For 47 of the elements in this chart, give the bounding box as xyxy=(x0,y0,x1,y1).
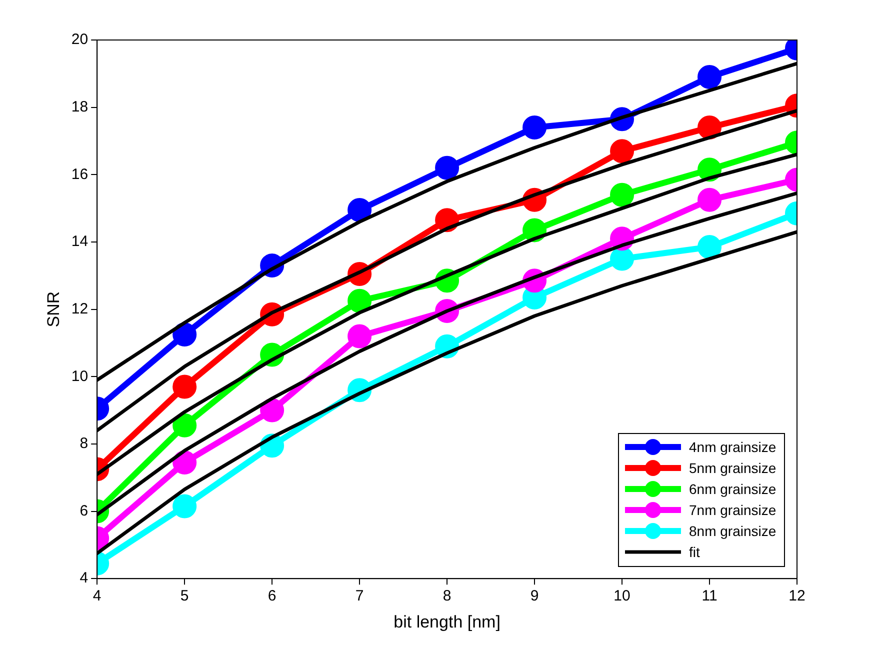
legend-label: 8nm grainsize xyxy=(689,523,776,540)
point xyxy=(260,398,284,422)
point xyxy=(172,322,197,347)
point xyxy=(698,116,722,140)
x-axis-title: bit length [nm] xyxy=(394,612,500,632)
y-tick-label: 14 xyxy=(71,233,88,250)
y-tick-label: 18 xyxy=(71,98,88,116)
x-tick-label: 6 xyxy=(268,588,276,605)
y-tick-label: 4 xyxy=(80,570,88,587)
y-tick-label: 8 xyxy=(80,435,88,452)
point xyxy=(435,156,460,180)
point xyxy=(348,288,372,313)
legend-label: 5nm grainsize xyxy=(689,460,776,476)
point xyxy=(610,246,634,271)
legend-label: 7nm grainsize xyxy=(689,502,776,518)
point xyxy=(610,182,634,207)
point xyxy=(172,374,197,399)
x-tick-label: 11 xyxy=(702,588,718,605)
point xyxy=(348,198,372,222)
point xyxy=(610,139,634,164)
y-axis-title: SNR xyxy=(44,291,63,328)
point xyxy=(172,413,197,438)
point xyxy=(698,158,722,182)
point xyxy=(348,324,372,348)
y-tick-label: 20 xyxy=(71,31,88,48)
x-tick-label: 8 xyxy=(442,588,452,605)
point xyxy=(172,494,197,518)
point xyxy=(172,450,197,474)
legend-label: 6nm grainsize xyxy=(689,481,776,498)
y-tick-label: 16 xyxy=(71,166,88,183)
x-tick-label: 9 xyxy=(530,588,539,605)
point xyxy=(522,116,547,140)
x-tick-label: 5 xyxy=(180,588,189,605)
point xyxy=(698,65,722,90)
point xyxy=(698,188,722,212)
y-tick-label: 12 xyxy=(71,300,88,318)
x-tick-label: 7 xyxy=(355,588,364,605)
point xyxy=(435,208,460,232)
x-tick-label: 12 xyxy=(788,588,806,605)
x-tick-label: 10 xyxy=(614,588,630,605)
legend-label: 4nm grainsize xyxy=(689,439,776,456)
y-tick-label: 10 xyxy=(71,368,88,385)
legend-label: fit xyxy=(689,544,700,560)
point xyxy=(522,218,547,242)
point xyxy=(698,235,722,260)
y-tick-label: 6 xyxy=(80,502,88,520)
x-tick-label: 4 xyxy=(92,588,102,605)
